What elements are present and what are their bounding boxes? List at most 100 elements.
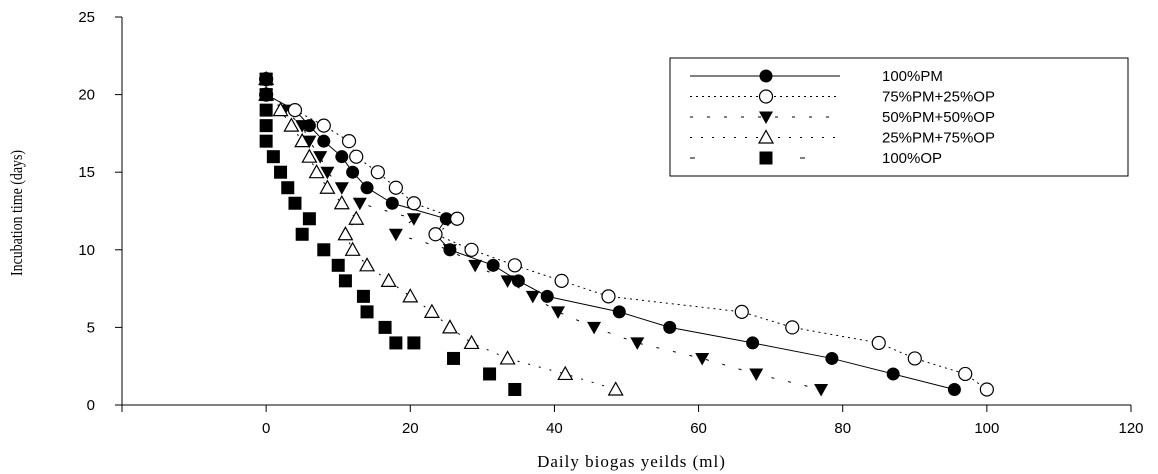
data-point bbox=[551, 306, 566, 319]
x-tick-label: 100 bbox=[974, 420, 999, 437]
data-point bbox=[871, 335, 886, 351]
series-3 bbox=[258, 70, 624, 396]
y-tick-label: 20 bbox=[78, 87, 95, 104]
data-point bbox=[886, 367, 900, 381]
data-point bbox=[468, 259, 483, 273]
data-point bbox=[378, 320, 392, 334]
data-point bbox=[407, 336, 421, 350]
data-point bbox=[746, 336, 760, 350]
data-point bbox=[607, 381, 624, 396]
legend-marker bbox=[759, 111, 773, 124]
data-point bbox=[344, 241, 361, 256]
data-point bbox=[423, 303, 440, 318]
data-point bbox=[259, 119, 273, 133]
data-point bbox=[259, 134, 273, 148]
data-point bbox=[441, 319, 458, 334]
data-point bbox=[825, 351, 839, 365]
data-point bbox=[385, 196, 399, 210]
data-point bbox=[319, 179, 336, 194]
legend-marker bbox=[759, 69, 773, 83]
data-point bbox=[958, 366, 973, 382]
data-point bbox=[349, 149, 364, 164]
x-axis-label: Daily biogas yeilds (ml) bbox=[537, 452, 726, 471]
axes: 0 20 40 60 80 100 120 0 5 10 15 20 25 bbox=[78, 9, 1143, 437]
data-point bbox=[734, 304, 749, 319]
data-point bbox=[439, 212, 453, 226]
data-point bbox=[511, 274, 525, 288]
data-point bbox=[360, 305, 374, 319]
data-point bbox=[359, 257, 376, 272]
data-point bbox=[287, 103, 303, 118]
data-point bbox=[402, 288, 419, 303]
data-point bbox=[450, 211, 465, 226]
y-tick-label: 0 bbox=[87, 397, 95, 414]
x-tick-label: 60 bbox=[690, 420, 707, 437]
data-point bbox=[814, 383, 829, 397]
data-point bbox=[302, 212, 316, 226]
data-point bbox=[587, 321, 602, 335]
data-point bbox=[259, 103, 273, 117]
data-point bbox=[483, 367, 497, 381]
x-tick-label: 80 bbox=[834, 420, 851, 437]
y-tick-label: 15 bbox=[78, 164, 95, 181]
data-point bbox=[266, 150, 280, 164]
data-point bbox=[281, 181, 295, 195]
y-axis-label: Incubation time (days) bbox=[8, 150, 27, 276]
data-point bbox=[406, 196, 421, 211]
legend-marker bbox=[759, 151, 773, 165]
legend-label: 100%PM bbox=[882, 68, 943, 85]
data-point bbox=[525, 290, 540, 304]
data-point bbox=[500, 275, 515, 288]
data-point bbox=[370, 165, 385, 180]
series-4 bbox=[259, 72, 522, 396]
legend-label: 100%OP bbox=[882, 150, 942, 167]
data-point bbox=[907, 351, 922, 366]
data-point bbox=[302, 135, 317, 149]
data-point bbox=[313, 151, 328, 164]
data-point bbox=[557, 365, 574, 381]
data-point bbox=[486, 258, 500, 272]
data-point bbox=[388, 180, 403, 195]
data-point bbox=[259, 72, 273, 86]
legend-box bbox=[669, 57, 1129, 177]
data-point bbox=[442, 244, 457, 257]
data-point bbox=[337, 226, 354, 241]
data-point bbox=[348, 210, 365, 225]
data-point bbox=[331, 258, 345, 272]
series-line bbox=[265, 79, 988, 390]
y-tick-label: 5 bbox=[87, 319, 95, 336]
data-point bbox=[316, 118, 331, 133]
data-point bbox=[464, 242, 479, 257]
data-point bbox=[317, 134, 331, 148]
legend-label: 50%PM+50%OP bbox=[882, 109, 995, 126]
legend-label: 25%PM+75%OP bbox=[882, 130, 995, 147]
data-point bbox=[335, 150, 349, 164]
y-tick-label: 10 bbox=[78, 242, 95, 259]
x-tick-label: 20 bbox=[402, 420, 419, 437]
data-point bbox=[294, 132, 311, 148]
data-point bbox=[785, 320, 800, 335]
data-point bbox=[388, 228, 403, 242]
series-line bbox=[265, 79, 822, 390]
data-point bbox=[612, 305, 626, 319]
data-point bbox=[554, 273, 569, 288]
legend: 100%PM 75%PM+25%OP 50%PM+50%OP 25%PM+75%OP 1… bbox=[669, 57, 1129, 177]
data-point bbox=[389, 336, 403, 350]
data-point bbox=[288, 196, 302, 210]
data-point bbox=[295, 120, 310, 133]
data-point bbox=[447, 351, 461, 365]
legend-marker bbox=[757, 129, 775, 144]
legend-label: 75%PM+25%OP bbox=[882, 89, 995, 106]
data-point bbox=[695, 352, 710, 366]
data-point bbox=[272, 101, 289, 117]
data-point bbox=[295, 227, 309, 241]
data-point bbox=[308, 163, 325, 179]
data-point bbox=[259, 88, 273, 102]
x-tick-label: 120 bbox=[1118, 420, 1143, 437]
data-point bbox=[338, 274, 352, 288]
data-point bbox=[428, 227, 443, 242]
legend-marker bbox=[758, 89, 774, 104]
data-point bbox=[320, 166, 335, 180]
data-point bbox=[356, 289, 370, 303]
